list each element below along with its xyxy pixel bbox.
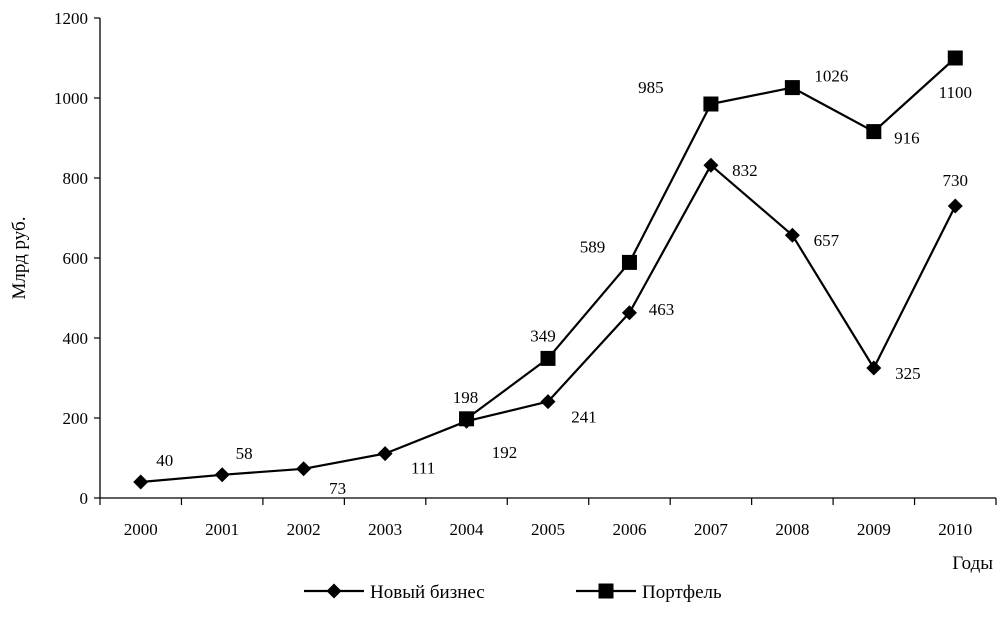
data-label-new-business: 73	[329, 479, 346, 498]
data-label-portfolio: 985	[638, 78, 664, 97]
data-label-new-business: 832	[732, 161, 758, 180]
x-tick-label: 2005	[531, 520, 565, 539]
data-label-portfolio: 1100	[939, 83, 972, 102]
data-label-new-business: 730	[943, 171, 969, 190]
legend: Новый бизнес Портфель	[304, 582, 722, 603]
x-tick-label: 2008	[775, 520, 809, 539]
y-tick-label: 600	[63, 249, 89, 268]
y-tick-label: 800	[63, 169, 89, 188]
data-label-portfolio: 916	[894, 129, 920, 148]
legend-label-portfolio: Портфель	[642, 582, 722, 603]
point-portfolio	[621, 254, 637, 270]
x-tick-label: 2004	[450, 520, 485, 539]
x-tick-label: 2000	[124, 520, 158, 539]
ticks: 0 200 400 600 800 1000 1200 2000 2001 2002 2003 200…	[54, 9, 997, 539]
y-axis-title: Млрд руб.	[9, 217, 30, 300]
data-label-new-business: 58	[236, 444, 253, 463]
point-portfolio	[866, 124, 882, 140]
point-portfolio	[947, 50, 963, 66]
legend-marker-new-business	[326, 583, 342, 599]
data-label-portfolio: 1026	[814, 67, 848, 86]
point-new-business	[784, 227, 800, 243]
y-tick-label: 200	[63, 409, 89, 428]
point-new-business	[621, 305, 637, 321]
data-label-new-business: 40	[156, 451, 173, 470]
data-label-new-business: 241	[571, 408, 597, 427]
legend-label-new-business: Новый бизнес	[370, 582, 485, 603]
legend-marker-portfolio	[598, 583, 614, 599]
x-tick-label: 2009	[857, 520, 891, 539]
point-new-business	[296, 461, 312, 477]
series-line-portfolio	[465, 57, 957, 420]
point-new-business	[540, 394, 556, 410]
x-tick-label: 2003	[368, 520, 402, 539]
series-group	[133, 50, 963, 490]
point-new-business	[214, 467, 230, 483]
x-tick-label: 2010	[938, 520, 972, 539]
point-new-business	[866, 360, 882, 376]
point-portfolio	[784, 80, 800, 96]
axes	[99, 18, 996, 499]
point-new-business	[947, 198, 963, 214]
data-label-new-business: 463	[649, 300, 675, 319]
point-new-business	[703, 157, 719, 173]
y-tick-label: 400	[63, 329, 89, 348]
data-label-portfolio: 349	[530, 326, 556, 345]
point-portfolio	[703, 96, 719, 112]
point-portfolio	[540, 350, 556, 366]
data-label-new-business: 325	[895, 364, 921, 383]
point-portfolio	[459, 411, 475, 427]
x-tick-label: 2006	[612, 520, 646, 539]
data-labels: 40 58 73 111 192 241 463 832 657 325 730 198 349 589 9…	[156, 67, 972, 498]
x-tick-label: 2002	[287, 520, 321, 539]
data-label-new-business: 111	[411, 459, 435, 478]
series-line-new-business	[140, 164, 957, 484]
y-tick-label: 0	[80, 489, 89, 508]
y-tick-label: 1200	[54, 9, 88, 28]
x-tick-label: 2007	[694, 520, 729, 539]
data-label-new-business: 657	[814, 231, 840, 250]
data-label-portfolio: 198	[453, 388, 479, 407]
y-tick-label: 1000	[54, 89, 88, 108]
x-axis-title: Годы	[952, 553, 993, 574]
point-new-business	[133, 474, 149, 490]
point-new-business	[377, 446, 393, 462]
x-tick-label: 2001	[205, 520, 239, 539]
data-label-portfolio: 589	[580, 237, 606, 256]
data-label-new-business: 192	[492, 443, 518, 462]
